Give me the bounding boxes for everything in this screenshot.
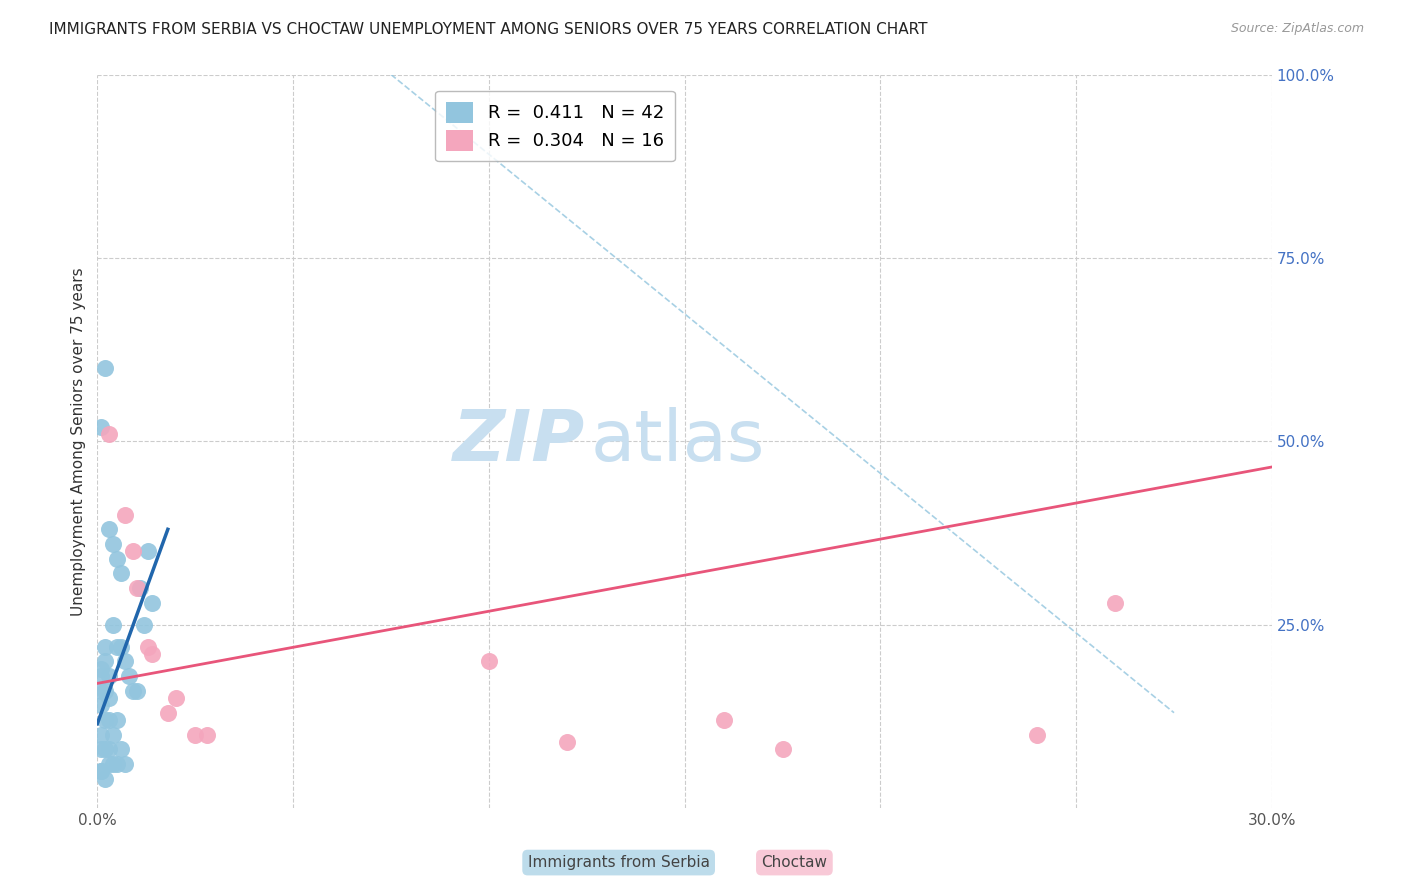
Point (90, 742, 112, 756)
Point (90, 683, 112, 698)
Point (101, 617, 124, 632)
Point (105, 757, 128, 772)
Text: Source: ZipAtlas.com: Source: ZipAtlas.com (1230, 22, 1364, 36)
Point (98, 691, 121, 706)
Point (1026, 728, 1049, 742)
Point (101, 757, 124, 772)
Point (105, 640, 128, 654)
Point (94, 654, 117, 668)
Point (94, 742, 117, 756)
Point (101, 537, 124, 551)
Point (125, 581, 148, 595)
Point (1104, 596, 1126, 610)
Text: IMMIGRANTS FROM SERBIA VS CHOCTAW UNEMPLOYMENT AMONG SENIORS OVER 75 YEARS CORRE: IMMIGRANTS FROM SERBIA VS CHOCTAW UNEMPL… (49, 22, 928, 37)
Text: Immigrants from Serbia: Immigrants from Serbia (527, 855, 710, 870)
Point (94, 360, 117, 375)
Point (195, 728, 218, 742)
Point (94, 683, 117, 698)
Point (110, 566, 132, 581)
Point (114, 757, 136, 772)
Point (94, 713, 117, 727)
Point (110, 742, 132, 756)
Point (90, 419, 112, 434)
Text: ZIP: ZIP (453, 407, 585, 475)
Point (713, 713, 735, 727)
Point (141, 647, 163, 661)
Point (98, 522, 121, 536)
Point (136, 544, 159, 558)
Point (156, 706, 179, 720)
Point (90, 764, 112, 779)
Point (136, 640, 159, 654)
Text: Choctaw: Choctaw (762, 855, 827, 870)
Point (141, 596, 163, 610)
Point (118, 669, 141, 683)
Point (129, 581, 152, 595)
Point (90, 669, 112, 683)
Point (114, 508, 136, 522)
Text: atlas: atlas (591, 407, 765, 475)
Legend: R =  0.411   N = 42, R =  0.304   N = 16: R = 0.411 N = 42, R = 0.304 N = 16 (436, 91, 675, 161)
Point (98, 742, 121, 756)
Point (478, 654, 501, 668)
Point (121, 544, 143, 558)
Point (94, 772, 117, 786)
Point (165, 691, 187, 706)
Point (90, 698, 112, 713)
Point (110, 640, 132, 654)
Point (94, 640, 117, 654)
Point (98, 427, 121, 442)
Y-axis label: Unemployment Among Seniors over 75 years: Unemployment Among Seniors over 75 years (72, 267, 86, 615)
Point (125, 683, 148, 698)
Point (134, 617, 156, 632)
Point (98, 757, 121, 772)
Point (90, 662, 112, 676)
Point (772, 742, 794, 756)
Point (121, 683, 143, 698)
Point (90, 728, 112, 742)
Point (105, 551, 128, 566)
Point (105, 713, 128, 727)
Point (114, 654, 136, 668)
Point (184, 728, 207, 742)
Point (98, 713, 121, 727)
Point (555, 735, 578, 749)
Point (98, 669, 121, 683)
Point (90, 764, 112, 779)
Point (101, 728, 124, 742)
